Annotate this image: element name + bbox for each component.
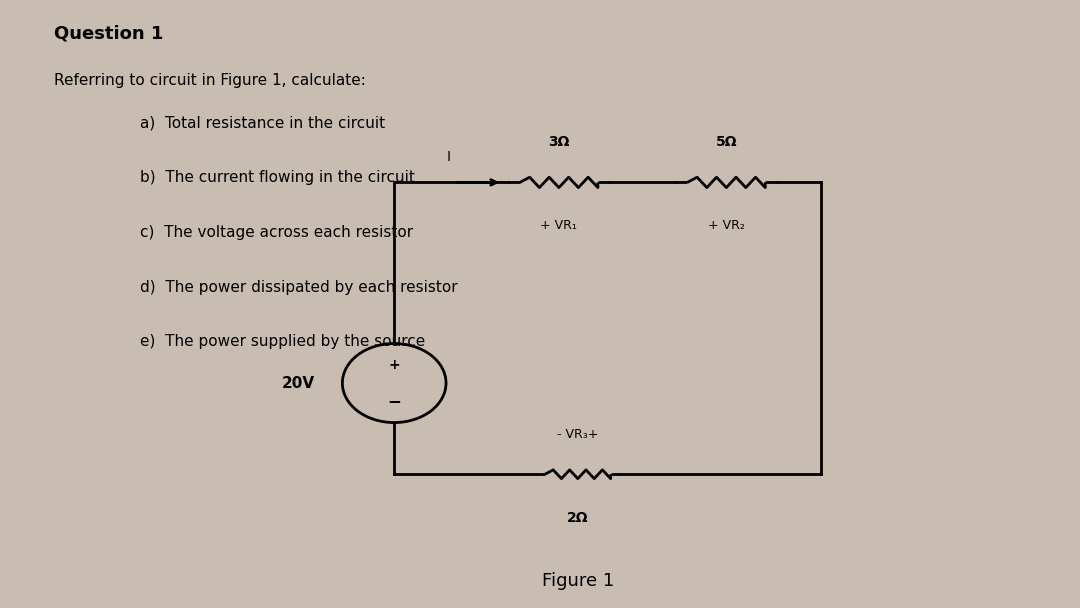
- Text: 20V: 20V: [282, 376, 315, 390]
- Text: e)  The power supplied by the source: e) The power supplied by the source: [140, 334, 426, 350]
- Text: b)  The current flowing in the circuit: b) The current flowing in the circuit: [140, 170, 416, 185]
- Text: d)  The power dissipated by each resistor: d) The power dissipated by each resistor: [140, 280, 458, 295]
- Text: + VR₁: + VR₁: [540, 219, 578, 232]
- Text: Figure 1: Figure 1: [542, 572, 613, 590]
- Text: + VR₂: + VR₂: [707, 219, 745, 232]
- Text: 3Ω: 3Ω: [549, 135, 569, 149]
- Text: −: −: [388, 392, 401, 410]
- Text: 2Ω: 2Ω: [567, 511, 589, 525]
- Text: c)  The voltage across each resistor: c) The voltage across each resistor: [140, 225, 414, 240]
- Text: 5Ω: 5Ω: [716, 135, 737, 149]
- Text: a)  Total resistance in the circuit: a) Total resistance in the circuit: [140, 116, 386, 131]
- Text: Question 1: Question 1: [54, 24, 163, 43]
- Text: +: +: [389, 358, 400, 372]
- Text: I: I: [446, 150, 450, 164]
- Text: Referring to circuit in Figure 1, calculate:: Referring to circuit in Figure 1, calcul…: [54, 73, 366, 88]
- Text: - VR₃+: - VR₃+: [557, 428, 598, 441]
